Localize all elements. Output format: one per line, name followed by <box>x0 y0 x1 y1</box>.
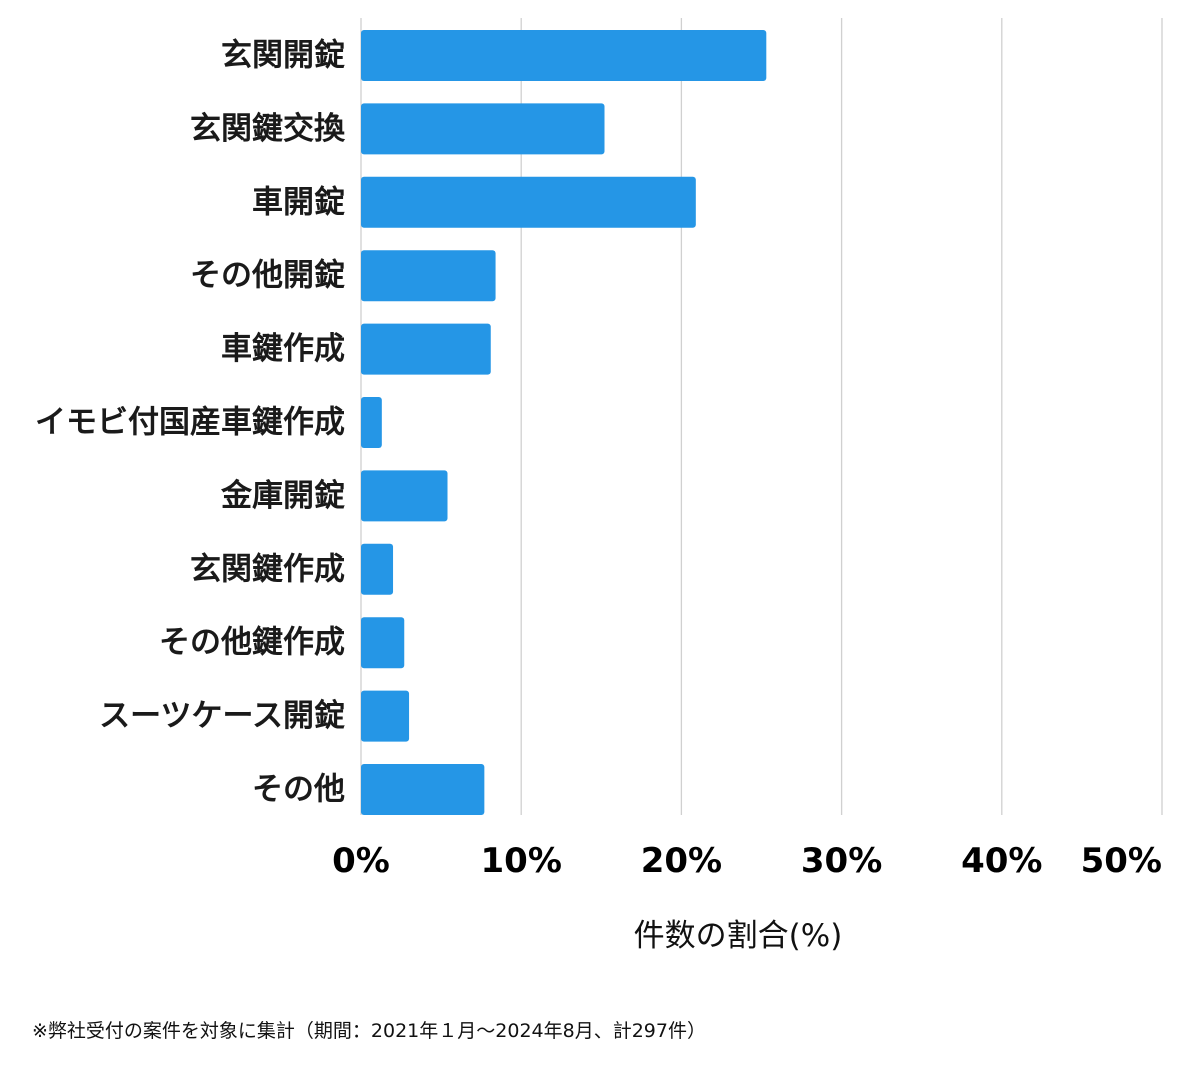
bar <box>361 103 605 155</box>
bar-chart: 玄関開錠玄関鍵交換車開錠その他開錠車鍵作成イモビ付国産車鍵作成金庫開錠玄関鍵作成… <box>35 18 1163 954</box>
bar <box>361 764 485 815</box>
x-tick-labels: 0% 10% 20% 30% 40% 50% <box>332 841 1162 881</box>
category-label: その他開錠 <box>190 258 345 294</box>
category-label: その他鍵作成 <box>159 625 345 661</box>
bars <box>361 30 767 815</box>
bar <box>361 690 410 742</box>
bar <box>361 617 405 669</box>
bar <box>361 176 696 228</box>
bar <box>361 30 767 81</box>
x-axis-title: 件数の割合(%) <box>634 918 843 954</box>
category-label: 玄関鍵作成 <box>190 551 345 587</box>
bar <box>361 470 448 522</box>
category-label: 車鍵作成 <box>221 331 345 367</box>
category-label: スーツケース開錠 <box>99 698 345 734</box>
category-label: 玄関鍵交換 <box>190 111 346 147</box>
bar <box>361 323 491 375</box>
x-tick-label: 50% <box>1081 841 1162 881</box>
category-label: 車開錠 <box>252 184 345 220</box>
x-tick-label: 10% <box>481 841 562 881</box>
bar <box>361 250 496 302</box>
x-tick-label: 0% <box>332 841 390 881</box>
category-label: 金庫開錠 <box>220 478 345 514</box>
x-tick-label: 20% <box>641 841 722 881</box>
category-label: その他 <box>252 772 345 808</box>
bar <box>361 397 382 448</box>
category-label: 玄関開錠 <box>221 38 345 74</box>
x-tick-label: 30% <box>801 841 882 881</box>
x-tick-label: 40% <box>961 841 1042 881</box>
category-label: イモビ付国産車鍵作成 <box>35 405 345 441</box>
footnote: ※弊社受付の案件を対象に集計（期間：2021年１月～2024年8月、計297件） <box>32 1020 706 1042</box>
bar <box>361 543 394 595</box>
category-labels: 玄関開錠玄関鍵交換車開錠その他開錠車鍵作成イモビ付国産車鍵作成金庫開錠玄関鍵作成… <box>35 38 346 808</box>
